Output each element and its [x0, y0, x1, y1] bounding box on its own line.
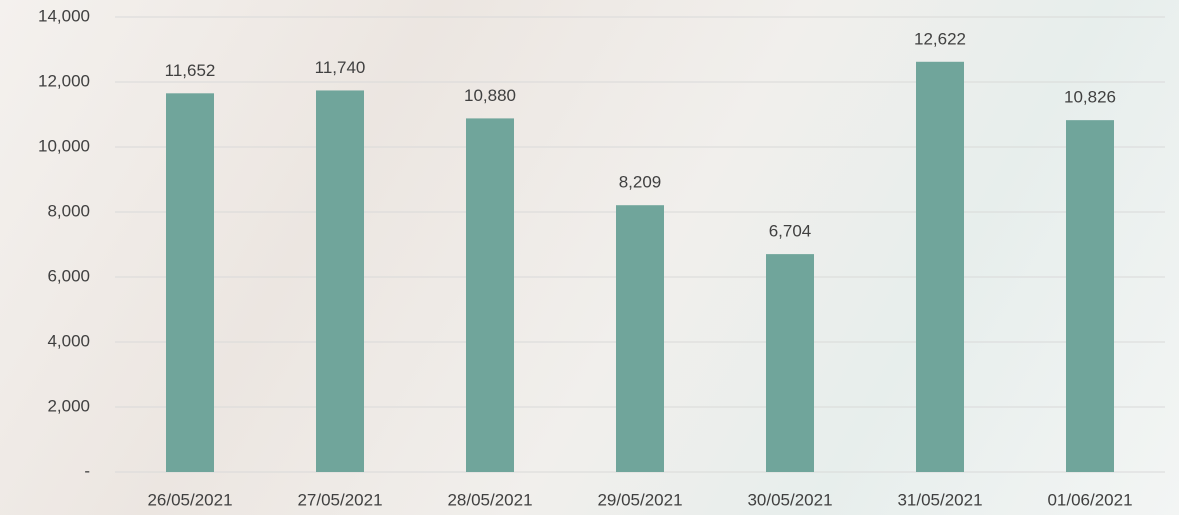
bar — [166, 93, 214, 472]
bar — [466, 118, 514, 472]
x-tick-label: 28/05/2021 — [447, 490, 532, 509]
data-label: 12,622 — [914, 29, 966, 48]
data-label: 10,880 — [464, 86, 516, 105]
data-label: 11,652 — [165, 61, 216, 80]
bar — [316, 90, 364, 472]
data-label: 11,740 — [315, 58, 366, 77]
page: {"chart_data": {"type": "bar", "categori… — [0, 0, 1179, 515]
data-label: 8,209 — [619, 173, 662, 192]
chart: - 2,000 4,000 6,000 8,000 10,000 12,000 14,000 2… — [0, 0, 1179, 515]
x-tick-label: 01/06/2021 — [1047, 490, 1132, 509]
bar — [916, 62, 964, 472]
y-tick-label: 12,000 — [38, 71, 90, 90]
y-tick-label: 4,000 — [47, 331, 90, 350]
data-label: 10,826 — [1064, 88, 1116, 107]
y-tick-label: 14,000 — [38, 6, 90, 25]
x-tick-label: 30/05/2021 — [747, 490, 832, 509]
x-tick-label: 29/05/2021 — [597, 490, 682, 509]
bar — [766, 254, 814, 472]
x-tick-label: 26/05/2021 — [147, 490, 232, 509]
y-tick-label: 2,000 — [47, 396, 90, 415]
y-tick-label: 10,000 — [38, 136, 90, 155]
data-label: 6,704 — [769, 222, 812, 241]
y-tick-label: 8,000 — [47, 201, 90, 220]
y-tick-label: - — [84, 461, 90, 480]
x-tick-label: 31/05/2021 — [897, 490, 982, 509]
x-tick-label: 27/05/2021 — [297, 490, 382, 509]
y-tick-label: 6,000 — [47, 266, 90, 285]
bar — [616, 205, 664, 472]
bar — [1066, 120, 1114, 472]
